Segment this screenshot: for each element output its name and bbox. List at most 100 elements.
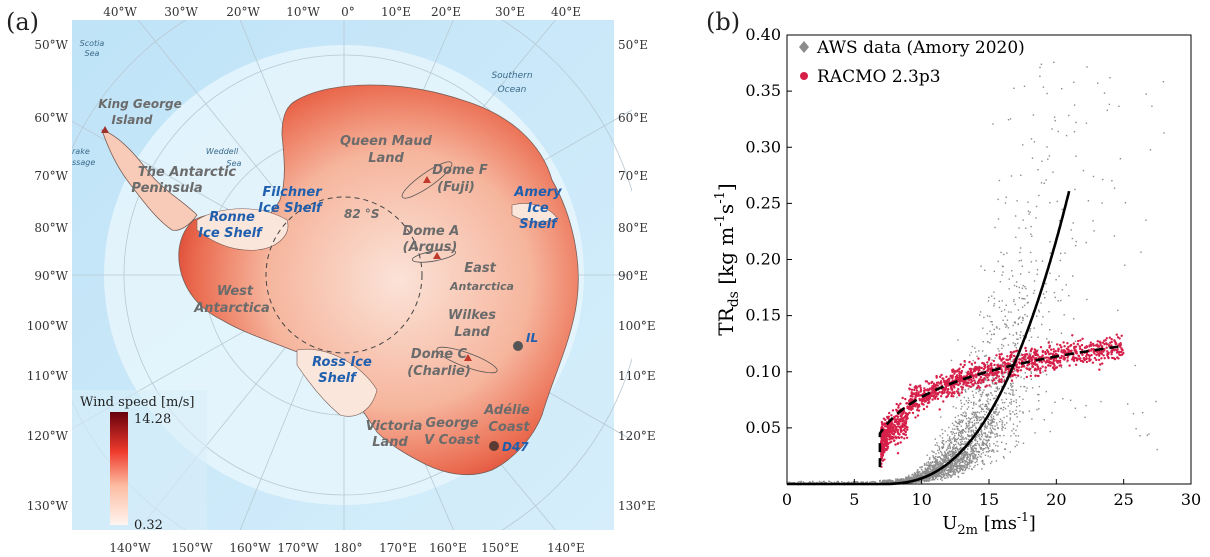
aws-point [1045,179,1047,181]
aws-point [954,462,957,464]
aws-point [936,463,938,465]
aws-point [971,417,973,419]
aws-point [942,444,945,446]
aws-point [1087,200,1090,202]
aws-point [1001,421,1004,424]
aws-point [997,260,999,263]
aws-point [919,471,921,473]
racmo-point [998,357,1002,360]
aws-point [1030,261,1033,263]
aws-point [948,468,950,470]
racmo-point [922,397,926,400]
aws-point [1051,128,1053,130]
aws-point [1015,236,1017,238]
racmo-point [949,375,952,378]
aws-point [1013,400,1015,402]
aws-point [1008,288,1010,290]
aws-point [973,402,975,405]
antarctic-peninsula [101,129,198,231]
aws-point [1022,335,1024,337]
aws-point [957,449,959,451]
dome-c-marker [464,354,472,361]
racmo-point [987,373,990,376]
racmo-point [892,439,896,442]
aws-point [892,480,894,482]
aws-point [940,462,942,464]
racmo-point [971,374,975,378]
aws-point [1074,407,1077,409]
racmo-point [1026,364,1029,367]
aws-point [952,431,954,433]
racmo-point [900,417,903,420]
aws-point [993,418,996,421]
aws-point [1017,323,1019,325]
aws-point [1004,337,1007,339]
aws-point [918,475,920,477]
aws-point [930,475,933,477]
aws-point [963,457,965,460]
racmo-point [899,441,902,444]
aws-point [1007,311,1010,313]
racmo-point [963,359,966,363]
aws-point [960,452,962,455]
aws-point [922,474,924,476]
aws-point [1068,114,1070,117]
aws-point [980,430,982,433]
aws-point [978,389,980,391]
aws-point [944,451,946,453]
racmo-point [1039,346,1043,349]
aws-point [1069,399,1072,401]
aws-point [1023,385,1025,388]
aws-point [973,396,975,398]
aws-point [970,426,972,429]
racmo-point [1068,364,1071,367]
aws-point [1003,401,1006,404]
aws-point [952,456,954,458]
racmo-point [1118,353,1121,356]
racmo-point [982,362,985,365]
aws-point [1036,315,1038,317]
y-tick-label: 0.30 [745,137,781,156]
aws-point [989,436,991,438]
aws-point [1010,401,1013,403]
aws-point [959,457,961,459]
racmo-point [893,420,896,424]
aws-point [976,440,979,443]
aws-point [997,412,999,414]
racmo-point [1047,353,1051,356]
aws-point [993,291,995,293]
aws-point [935,461,937,463]
racmo-point [914,416,917,419]
aws-point [970,454,972,456]
racmo-point [896,442,899,445]
aws-point [1003,309,1006,311]
aws-point [984,443,986,445]
aws-point [1046,146,1048,148]
aws-point [954,453,956,455]
aws-point [985,394,987,396]
aws-point [917,473,919,476]
aws-point [971,435,973,437]
aws-point [855,481,857,483]
aws-point [995,408,998,411]
racmo-point [1062,358,1065,361]
aws-point [974,416,976,418]
aws-point [975,438,977,441]
racmo-point [936,393,939,396]
aws-point [978,437,981,439]
aws-point [850,481,853,484]
aws-point [1028,271,1030,273]
aws-point [947,469,950,471]
aws-point [1002,455,1005,458]
panel-a-letter: (a) [6,8,40,36]
racmo-point [942,400,945,403]
aws-point [970,401,972,404]
aws-point [975,449,977,451]
aws-point [955,449,957,452]
aws-point [984,269,986,271]
fit-solid-line [787,190,1071,486]
racmo-point [899,418,902,422]
racmo-point [998,353,1001,356]
aws-point [990,436,992,438]
